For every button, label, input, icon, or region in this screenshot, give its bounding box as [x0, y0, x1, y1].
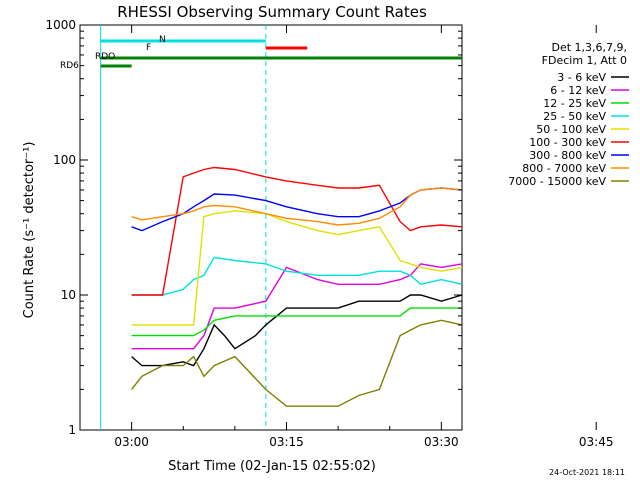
flag-label-rdo: RDO: [95, 52, 115, 62]
plot-frame: [79, 24, 463, 431]
flag-label-rd6: RD6: [60, 61, 79, 71]
y-tick-label: 1: [68, 423, 76, 437]
series-line-0: [131, 294, 463, 367]
legend-entry: 6 - 12 keV: [550, 84, 606, 97]
legend: Det 1,3,6,7,9,FDecim 1, Att 0 3 - 6 keV6 …: [508, 41, 629, 188]
x-axis-label: Start Time (02-Jan-15 02:55:02): [168, 459, 376, 474]
x-tick-label: 03:00: [114, 435, 149, 449]
plot-area: [79, 24, 463, 431]
legend-entry: 12 - 25 keV: [543, 97, 606, 110]
chart-title: RHESSI Observing Summary Count Rates: [117, 3, 427, 21]
y-axis-label: Count Rate (s⁻¹ detector⁻¹): [22, 142, 37, 319]
series-line-3: [131, 256, 463, 296]
series-line-8: [131, 319, 463, 407]
axes: 03:0003:1503:3003:4504:0004:1504:3011010…: [45, 18, 614, 449]
legend-entry: 50 - 100 keV: [536, 123, 606, 136]
legend-entry: 300 - 800 keV: [529, 149, 606, 162]
legend-entry: 25 - 50 keV: [543, 110, 606, 123]
y-tick-label: 1000: [45, 18, 76, 32]
series-line-4: [131, 210, 463, 326]
x-tick-label: 03:30: [424, 435, 459, 449]
series-line-5: [131, 166, 463, 296]
y-tick-label: 10: [61, 288, 76, 302]
series-line-7: [131, 187, 463, 226]
legend-entry: 7000 - 15000 keV: [508, 175, 606, 188]
legend-header: Det 1,3,6,7,9,: [551, 41, 627, 54]
y-tick-label: 100: [53, 153, 76, 167]
observing-flags: NF RDO RD6: [60, 35, 462, 71]
flag-label-f: F: [146, 43, 151, 53]
data-series: [131, 166, 463, 407]
legend-entry: 3 - 6 keV: [557, 71, 606, 84]
x-tick-label: 03:15: [269, 435, 304, 449]
x-tick-label: 03:45: [579, 435, 614, 449]
legend-header: FDecim 1, Att 0: [542, 54, 627, 67]
series-line-2: [131, 307, 462, 337]
flag-label-n: N: [159, 35, 166, 45]
timestamp: 24-Oct-2021 18:11: [549, 468, 625, 477]
legend-entry: 800 - 7000 keV: [522, 162, 606, 175]
legend-entry: 100 - 300 keV: [529, 136, 606, 149]
